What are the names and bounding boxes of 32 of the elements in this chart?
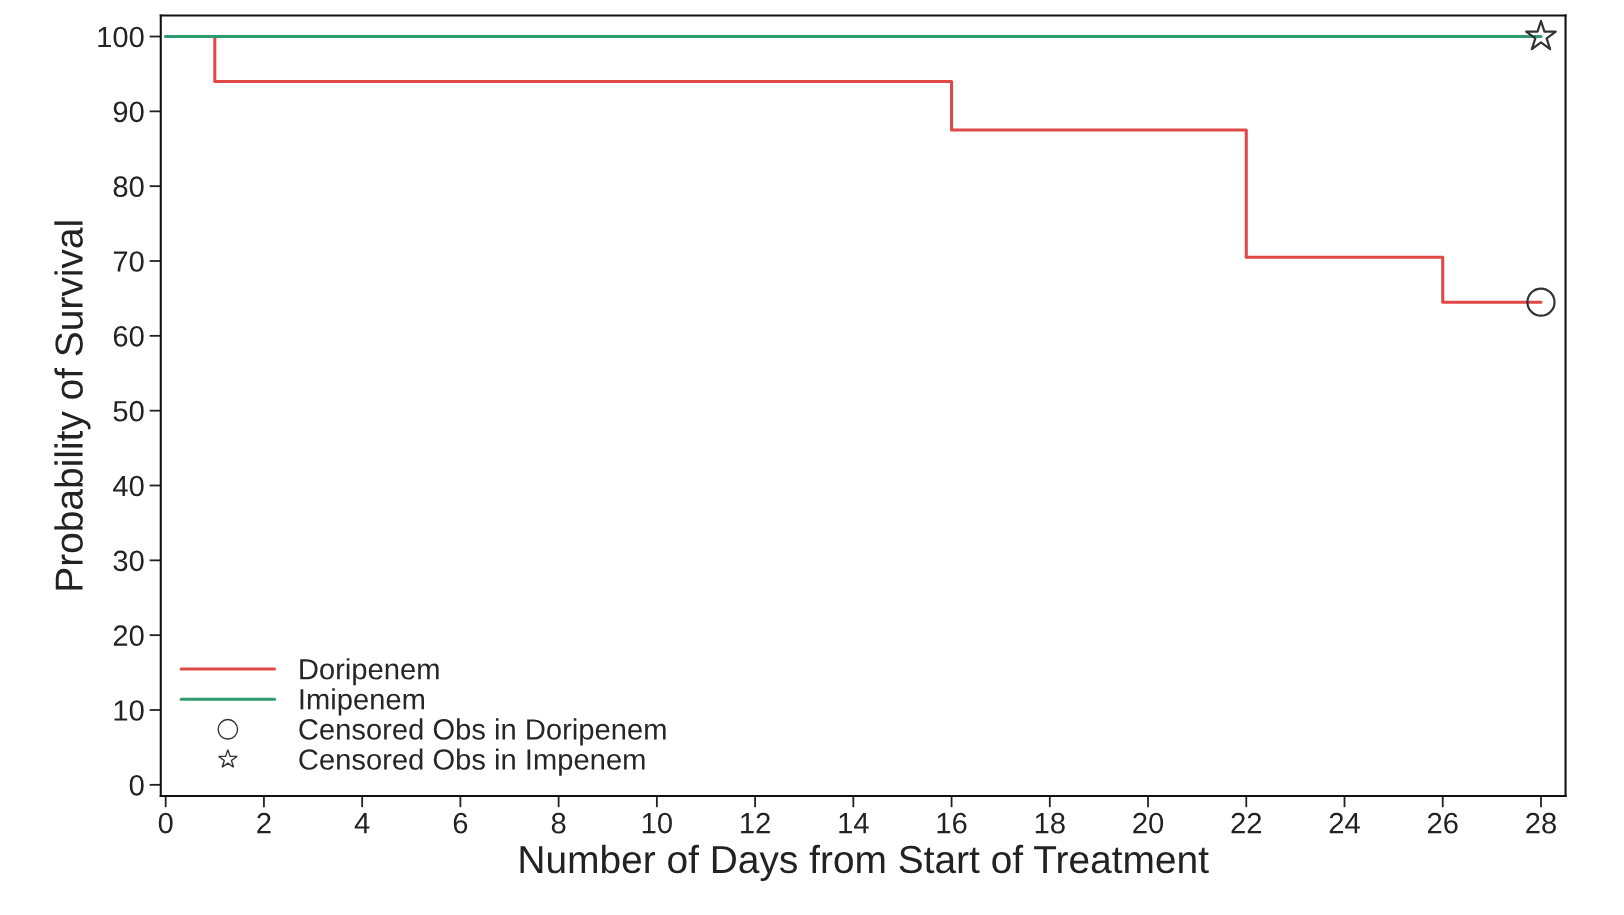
legend-label: Imipenem (300, 688, 424, 716)
x-tick-label: 20 (1133, 812, 1164, 834)
legend-label: Censored Obs in Doripenem (299, 718, 666, 746)
y-axis-title: Probability of Survival (54, 221, 91, 590)
x-tick-label: 28 (1526, 812, 1556, 834)
y-tick-label: 30 (113, 550, 144, 572)
legend-label: Doripenem (300, 658, 439, 686)
x-tick-label: 14 (839, 813, 869, 834)
x-tick-label: 18 (1035, 812, 1065, 834)
y-tick-label: 0 (129, 775, 144, 796)
x-tick-label: 26 (1427, 812, 1458, 834)
legend-label: Censored Obs in Impenem (299, 748, 645, 776)
y-tick-label: 70 (113, 251, 144, 272)
y-tick-label: 20 (113, 625, 144, 647)
x-tick-label: 8 (551, 812, 566, 834)
x-tick-label: 22 (1231, 812, 1262, 834)
y-tick-label: 90 (113, 101, 144, 123)
x-tick-label: 4 (354, 813, 370, 834)
x-tick-label: 12 (741, 812, 770, 834)
x-tick-label: 24 (1329, 812, 1360, 834)
x-axis-title: Number of Days from Start of Treatment (520, 844, 1209, 882)
y-tick-label: 100 (98, 26, 144, 48)
y-tick-label: 60 (113, 326, 144, 347)
y-tick-label: 40 (113, 475, 144, 497)
x-tick-label: 0 (158, 812, 173, 834)
x-tick-label: 16 (937, 812, 967, 834)
x-tick-label: 10 (642, 812, 672, 834)
x-tick-label: 6 (453, 812, 468, 834)
y-tick-label: 10 (114, 700, 144, 721)
x-tick-label: 2 (257, 812, 271, 834)
y-tick-label: 80 (113, 176, 144, 198)
y-tick-label: 50 (113, 400, 144, 422)
